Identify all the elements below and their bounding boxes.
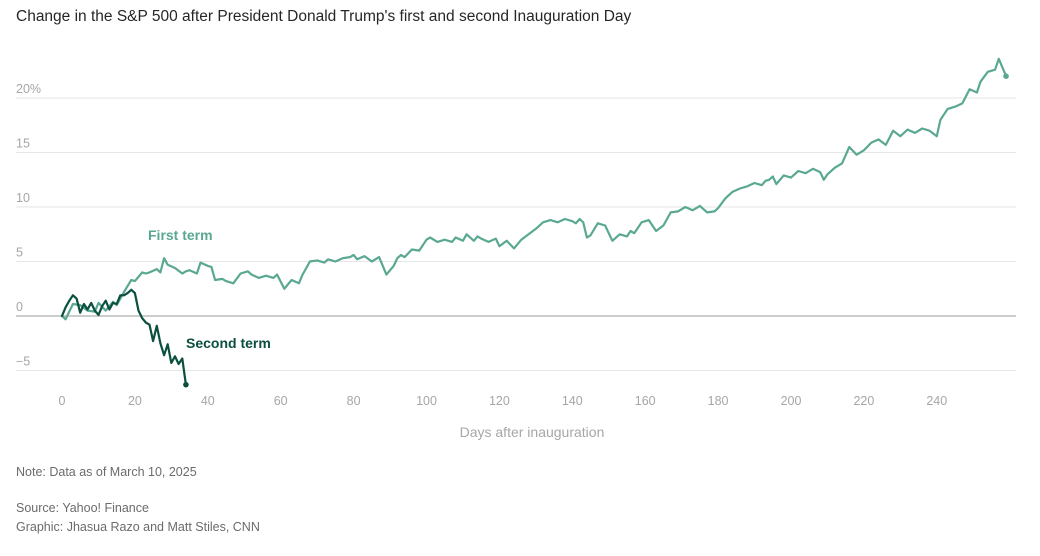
x-tick-label: 80 bbox=[347, 394, 361, 408]
series-end-point-second-term bbox=[183, 381, 189, 388]
x-tick-label: 140 bbox=[562, 394, 583, 408]
x-tick-label: 120 bbox=[489, 394, 510, 408]
x-tick-label: 160 bbox=[635, 394, 656, 408]
y-tick-label: 20% bbox=[16, 82, 41, 96]
source: Source: Yahoo! Finance bbox=[16, 501, 149, 515]
x-tick-label: 0 bbox=[59, 394, 66, 408]
x-tick-label: 240 bbox=[926, 394, 947, 408]
series-end-point-first-term bbox=[1003, 73, 1009, 79]
y-tick-label: 10 bbox=[16, 191, 30, 205]
series-line-first-term bbox=[60, 57, 1008, 321]
x-tick-label: 180 bbox=[708, 394, 729, 408]
page-title: Change in the S&P 500 after President Do… bbox=[16, 8, 632, 25]
y-axis: −5 0 5 10 15 20% bbox=[16, 82, 41, 369]
x-tick-label: 220 bbox=[853, 394, 874, 408]
y-tick-label: 5 bbox=[16, 246, 23, 260]
y-tick-label: −5 bbox=[16, 355, 30, 369]
x-axis: 0 20 40 60 80 100 120 140 160 180 200 220 240 bbox=[59, 394, 948, 408]
series-label-second-term: Second term bbox=[186, 335, 271, 351]
x-tick-label: 40 bbox=[201, 394, 215, 408]
credit: Graphic: Jhasua Razo and Matt Stiles, CN… bbox=[16, 520, 260, 534]
x-tick-label: 200 bbox=[781, 394, 802, 408]
x-axis-label: Days after inauguration bbox=[460, 424, 605, 440]
y-tick-label: 15 bbox=[16, 137, 30, 151]
x-tick-label: 60 bbox=[274, 394, 288, 408]
x-tick-label: 100 bbox=[416, 394, 437, 408]
y-tick-label: 0 bbox=[16, 300, 23, 314]
series-line-second-term bbox=[60, 288, 187, 386]
series-label-first-term: First term bbox=[148, 227, 213, 243]
grid bbox=[16, 97, 1016, 371]
note: Note: Data as of March 10, 2025 bbox=[16, 465, 197, 479]
series bbox=[60, 57, 1009, 388]
x-tick-label: 20 bbox=[128, 394, 142, 408]
